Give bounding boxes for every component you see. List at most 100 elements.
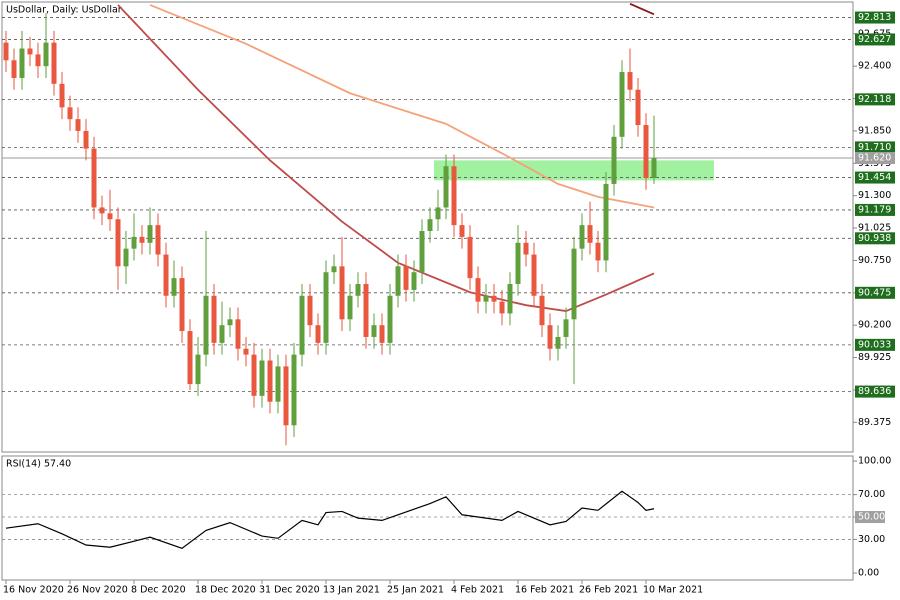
candle-body (187, 331, 193, 385)
candle-body (507, 283, 513, 314)
candle-body (115, 219, 121, 267)
level-label: 91.710 (858, 142, 891, 153)
candle-body (515, 242, 521, 284)
candle-body (35, 54, 41, 67)
rsi-level-label: 50.00 (858, 512, 885, 523)
candle-body (427, 219, 433, 232)
candle-body (467, 236, 473, 279)
candle-body (523, 242, 529, 255)
candle-body (51, 42, 57, 84)
candle-body (27, 48, 33, 55)
candle-body (611, 136, 617, 184)
x-tick-label: 8 Dec 2020 (131, 585, 186, 596)
level-box (855, 385, 895, 398)
level-box (855, 141, 895, 154)
y-tick-label: 89.925 (858, 352, 891, 363)
candle-body (275, 366, 281, 402)
y-tick-label: 89.375 (858, 417, 891, 428)
candle-body (171, 278, 177, 296)
x-tick-label: 13 Jan 2021 (323, 585, 380, 596)
candle-body (339, 266, 345, 320)
candle-body (75, 119, 81, 131)
candle-body (195, 354, 201, 385)
moving-average (117, 4, 655, 312)
candle-body (379, 325, 385, 343)
x-tick-label: 18 Dec 2020 (195, 585, 256, 596)
y-tick-label: 91.300 (858, 190, 891, 201)
level-label: 92.627 (858, 34, 891, 45)
candle-body (483, 295, 489, 302)
candle-body (531, 254, 537, 296)
candle-body (571, 248, 577, 320)
candle-body (387, 295, 393, 343)
x-tick-label: 26 Nov 2020 (67, 585, 128, 596)
candle-body (67, 107, 73, 120)
candle-body (131, 236, 137, 249)
candle-body (395, 266, 401, 296)
candle-body (83, 130, 89, 149)
level-box (855, 11, 895, 24)
candle-body (147, 225, 153, 243)
candle-body (59, 83, 65, 108)
moving-average (629, 2, 655, 16)
level-label: 90.475 (858, 287, 891, 298)
candle-body (315, 325, 321, 343)
y-tick-label: 90.200 (858, 320, 891, 331)
candle-body (347, 295, 353, 320)
candle-body (331, 266, 337, 273)
candle-body (211, 295, 217, 343)
y-tick-label: 91.025 (858, 223, 891, 234)
level-box (855, 203, 895, 216)
candle-body (11, 60, 17, 78)
candle-body (299, 295, 305, 355)
x-tick-label: 16 Nov 2020 (3, 585, 64, 596)
candle-body (19, 48, 25, 78)
candle-body (179, 278, 185, 332)
candle-body (643, 125, 649, 179)
candle-body (499, 301, 505, 314)
level-label: 92.118 (858, 94, 891, 105)
x-tick-label: 16 Feb 2021 (515, 585, 574, 596)
candle-body (627, 72, 633, 90)
level-box (855, 338, 895, 351)
candle-body (595, 242, 601, 261)
y-tick-label: 92.400 (858, 61, 891, 72)
candle-body (163, 254, 169, 296)
level-label: 91.454 (858, 172, 891, 183)
candle-body (491, 295, 497, 302)
x-tick-label: 25 Jan 2021 (387, 585, 444, 596)
level-box (855, 33, 895, 46)
candle-body (563, 319, 569, 337)
candle-body (435, 207, 441, 220)
candle-body (43, 42, 49, 67)
y-tick-label: 91.850 (858, 125, 891, 136)
current-price-box (855, 152, 895, 165)
candle-body (603, 183, 609, 261)
candle-body (259, 360, 265, 396)
rsi-line (5, 490, 655, 550)
candle-body (291, 354, 297, 426)
candle-body (547, 325, 553, 349)
rsi-tick-label: 100.00 (858, 456, 891, 467)
candle-body (451, 166, 457, 226)
level-box (855, 171, 895, 184)
candle-body (243, 348, 249, 355)
candle-body (227, 319, 233, 326)
x-tick-label: 31 Dec 2020 (259, 585, 320, 596)
candle-body (307, 295, 313, 326)
candle-body (3, 42, 9, 61)
rsi-level-box (855, 511, 885, 524)
candle-body (267, 360, 273, 402)
candle-body (363, 283, 369, 337)
level-label: 90.938 (858, 233, 891, 244)
candle-body (203, 295, 209, 355)
candle-body (91, 148, 97, 208)
main-frame (1, 1, 854, 453)
candle-body (619, 72, 625, 137)
candle-body (403, 266, 409, 290)
candle-body (651, 158, 657, 179)
level-label: 89.636 (858, 386, 891, 397)
y-tick-label: 90.750 (858, 255, 891, 266)
rsi-label: RSI(14) 57.40 (6, 459, 71, 470)
